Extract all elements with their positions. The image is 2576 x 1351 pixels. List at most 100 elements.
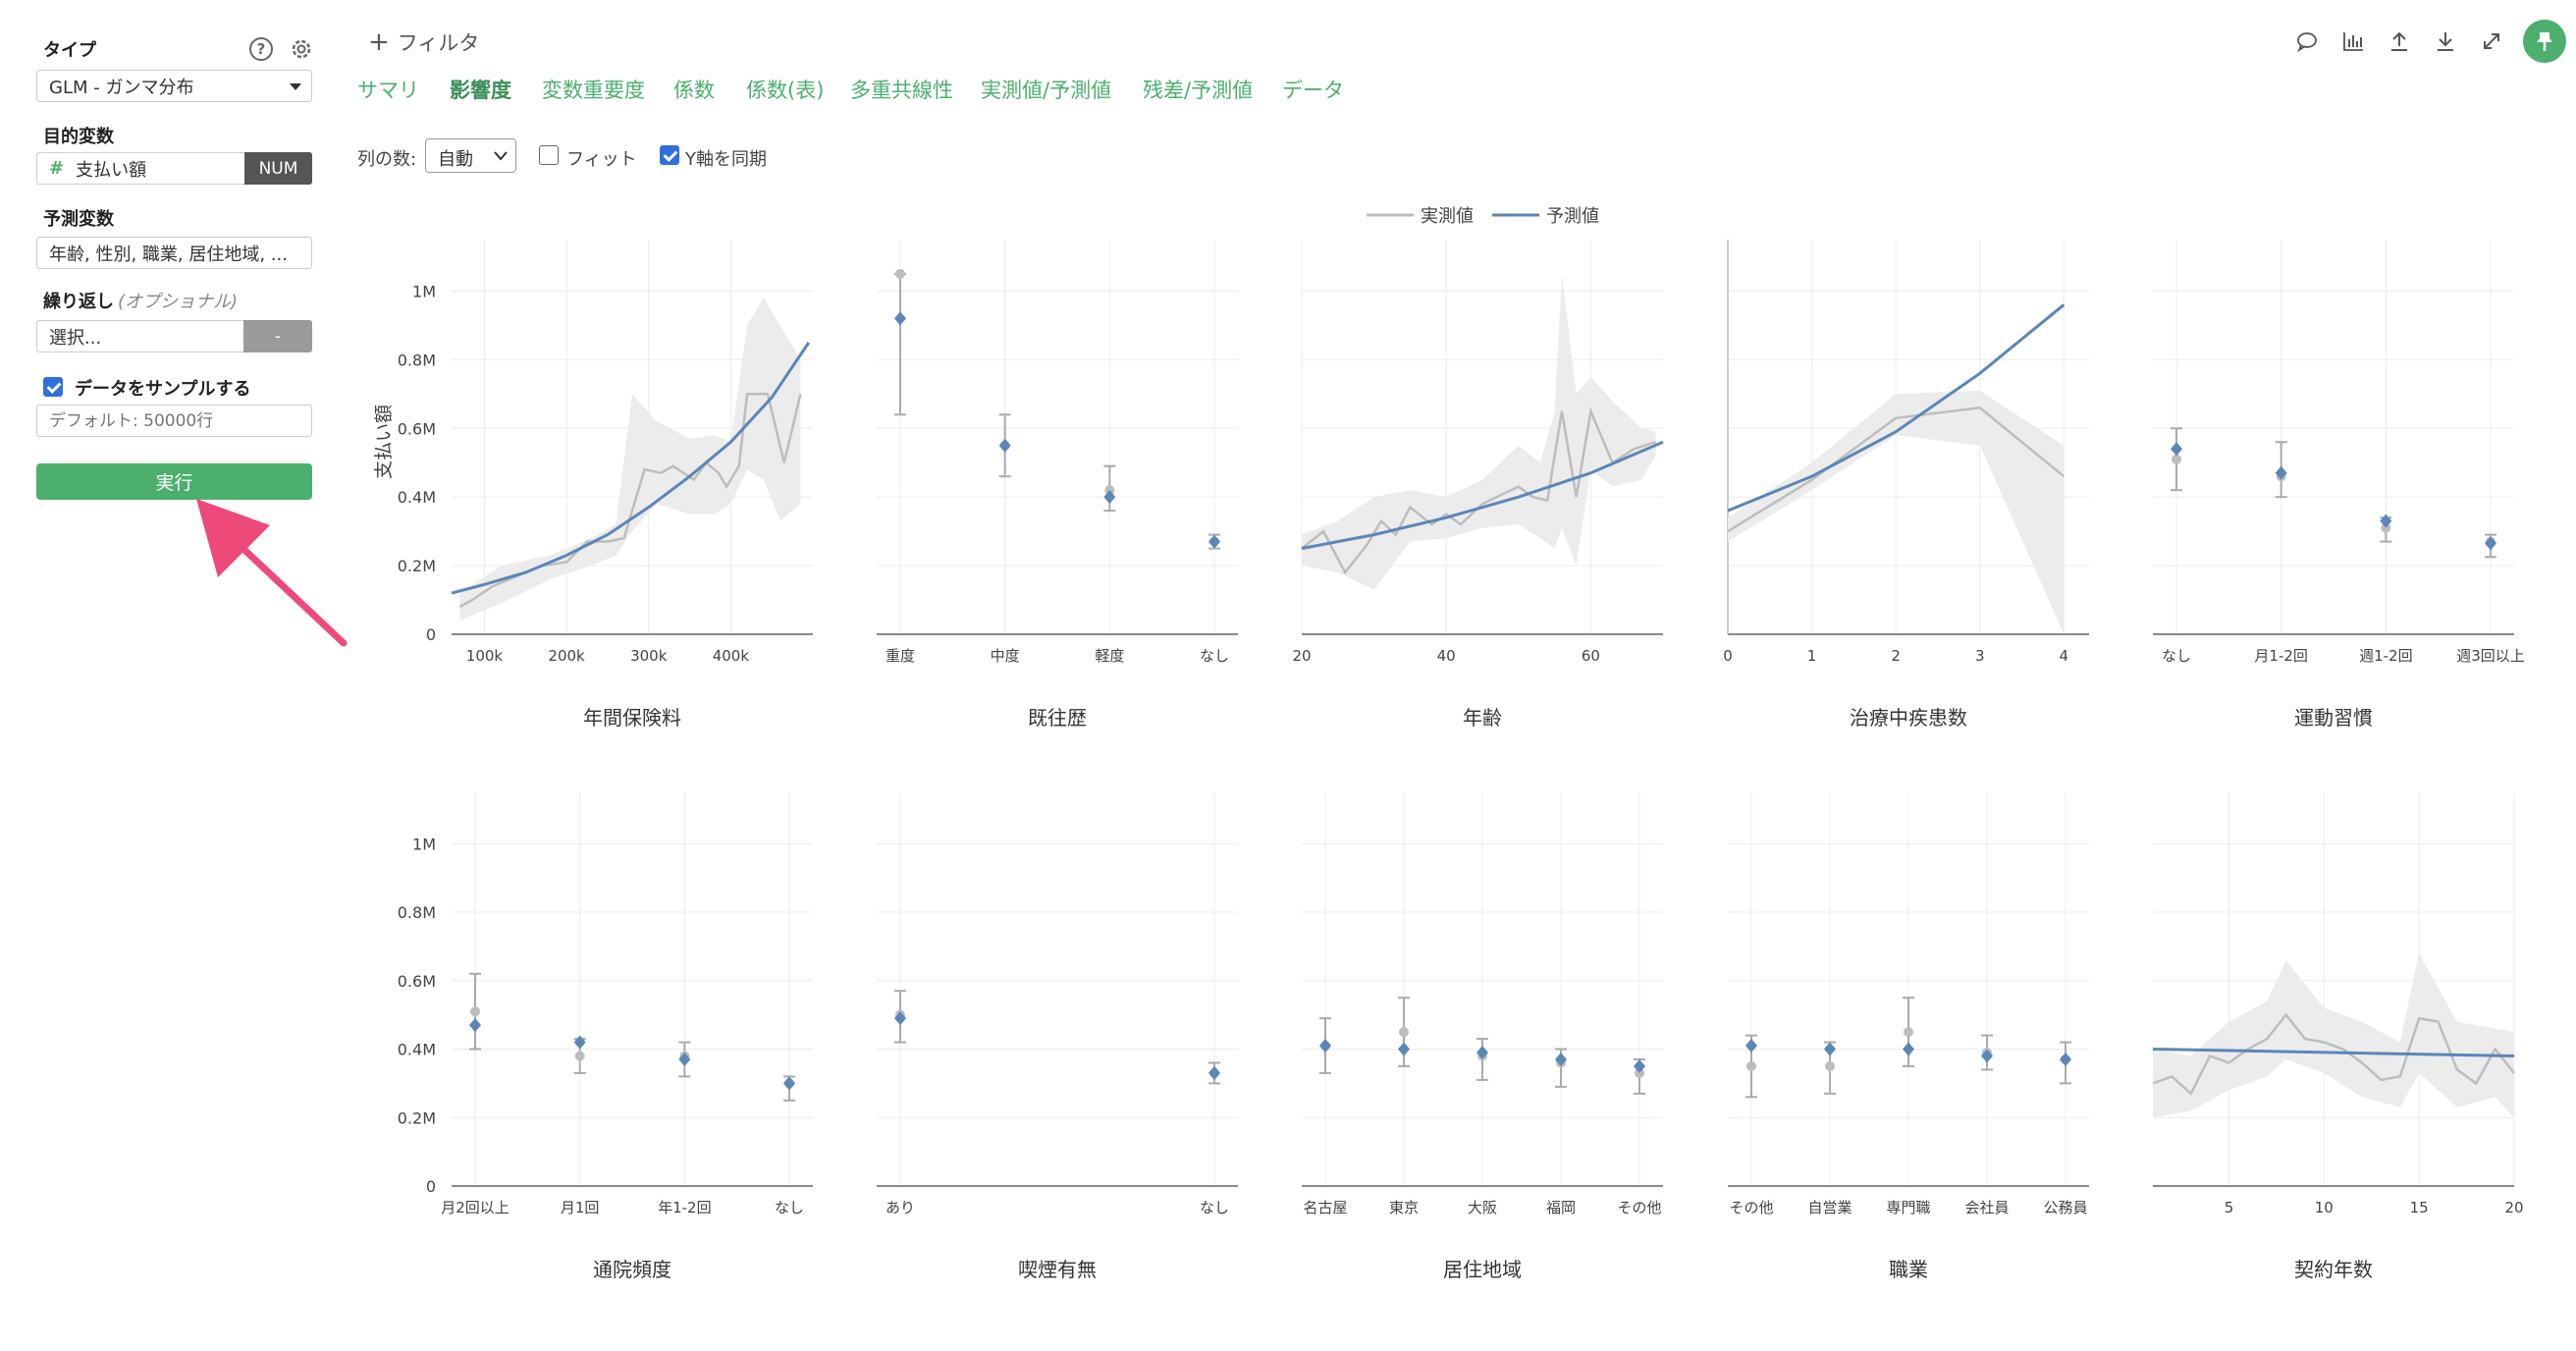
- tab-7[interactable]: 残差/予測値: [1143, 79, 1254, 102]
- x-tick-8-4: 公務員: [2043, 1199, 2087, 1216]
- pred-line-3: [1727, 303, 2066, 513]
- x-tick-3-4: 4: [2060, 647, 2069, 665]
- hash-icon: #: [49, 158, 65, 179]
- x-tick-0-1: 200k: [548, 647, 585, 665]
- help-icon[interactable]: ?: [249, 37, 273, 61]
- x-tick-0-2: 300k: [630, 647, 668, 665]
- fit-checkbox[interactable]: [539, 145, 559, 165]
- repeat-label: 繰り返し (オプショナル): [43, 288, 238, 313]
- y-axis-label: 支払い額: [373, 405, 395, 479]
- panel-title-1: 既往歴: [1028, 706, 1087, 730]
- tab-1[interactable]: 影響度: [450, 79, 511, 102]
- pred-point-6-1: [1208, 1065, 1220, 1080]
- target-variable-value: 支払い額: [76, 159, 147, 181]
- target-variable-field[interactable]: # 支払い額 NUM: [36, 152, 312, 185]
- upload-icon[interactable]: [2386, 27, 2413, 55]
- type-label: タイプ: [43, 40, 96, 61]
- y-tick-0-0: 0: [426, 625, 436, 644]
- pred-point-5-3: [783, 1076, 795, 1091]
- x-tick-5-0: 月2回以上: [441, 1199, 510, 1216]
- pred-point-8-2: [1903, 1042, 1914, 1056]
- download-icon[interactable]: [2432, 27, 2459, 55]
- tab-0[interactable]: サマリ: [357, 79, 419, 102]
- main-panel: + フィルタ サマリ 影響度 変数重要度 係数 係数(表) 多重共線性 実測値/予測値 残差/予…: [334, 0, 2576, 1351]
- tab-5[interactable]: 多重共線性: [850, 79, 953, 102]
- expand-icon[interactable]: [2478, 27, 2505, 55]
- pred-point-8-0: [1745, 1039, 1757, 1054]
- predictor-value: 年齢, 性別, 職業, 居住地域, ...: [49, 243, 288, 265]
- x-tick-9-0: 5: [2225, 1199, 2234, 1216]
- actual-point-5-0: [470, 1006, 480, 1017]
- y-tick-0-5: 1M: [412, 282, 436, 300]
- panel-title-9: 契約年数: [2294, 1258, 2373, 1281]
- pred-point-1-0: [894, 311, 906, 326]
- run-button[interactable]: 実行: [36, 463, 312, 500]
- pred-point-7-2: [1476, 1046, 1488, 1060]
- cols-select[interactable]: 自動: [425, 138, 516, 173]
- x-tick-0-3: 400k: [713, 647, 750, 665]
- fit-label: フィット: [566, 149, 637, 170]
- pred-point-8-3: [1981, 1049, 1993, 1063]
- plus-icon: +: [368, 27, 390, 57]
- x-tick-6-1: なし: [1200, 1199, 1229, 1216]
- x-tick-3-3: 3: [1975, 647, 1985, 665]
- pred-point-5-2: [678, 1052, 691, 1066]
- tab-4[interactable]: 係数(表): [746, 79, 825, 102]
- x-tick-2-2: 60: [1582, 647, 1600, 665]
- actual-point-7-1: [1399, 1027, 1409, 1038]
- panel-title-6: 喫煙有無: [1018, 1258, 1097, 1281]
- sidebar: タイプ ? GLM - ガンマ分布 目的変数 # 支払い額 NUM 予測変数 年…: [0, 0, 348, 1351]
- model-type-select[interactable]: GLM - ガンマ分布: [36, 70, 312, 102]
- y-tick-5-5: 1M: [412, 835, 436, 853]
- pin-icon[interactable]: [2523, 20, 2566, 63]
- chevron-down-icon: [494, 151, 508, 161]
- x-tick-1-0: 重度: [886, 647, 915, 665]
- comment-icon[interactable]: [2293, 27, 2321, 55]
- sample-size-input[interactable]: [36, 405, 312, 437]
- panel-title-2: 年齢: [1463, 706, 1502, 730]
- x-tick-7-4: その他: [1617, 1199, 1661, 1216]
- actual-line-2: [1301, 406, 1657, 575]
- y-tick-5-1: 0.2M: [398, 1108, 436, 1127]
- x-tick-8-3: 会社員: [1964, 1199, 2009, 1216]
- y-tick-5-3: 0.6M: [398, 972, 436, 991]
- x-tick-3-1: 1: [1807, 647, 1817, 665]
- x-tick-9-2: 15: [2410, 1199, 2429, 1216]
- sample-label: データをサンプルする: [75, 379, 251, 400]
- x-tick-3-2: 2: [1891, 647, 1901, 665]
- tab-3[interactable]: 係数: [673, 79, 715, 102]
- tab-8[interactable]: データ: [1282, 79, 1344, 102]
- y-tick-5-4: 0.8M: [398, 903, 436, 922]
- actual-line-3: [1727, 405, 2066, 533]
- actual-point-1-0: [895, 268, 905, 279]
- x-tick-4-1: 月1-2回: [2254, 647, 2308, 665]
- predictor-field[interactable]: 年齢, 性別, 職業, 居住地域, ...: [36, 237, 312, 269]
- pred-point-8-4: [2060, 1052, 2071, 1066]
- tab-2[interactable]: 変数重要度: [542, 79, 645, 102]
- add-filter-button[interactable]: + フィルタ: [368, 27, 479, 57]
- gear-icon[interactable]: [289, 36, 314, 62]
- x-tick-5-3: なし: [775, 1199, 804, 1216]
- pred-line-9: [2152, 1048, 2515, 1057]
- confidence-band-2: [1302, 273, 1656, 590]
- y-tick-0-3: 0.6M: [398, 419, 436, 438]
- x-tick-9-3: 20: [2504, 1199, 2523, 1216]
- y-tick-0-2: 0.4M: [398, 488, 436, 507]
- y-tick-5-0: 0: [426, 1177, 436, 1196]
- repeat-clear-button[interactable]: -: [243, 320, 312, 352]
- repeat-select[interactable]: 選択... -: [36, 320, 312, 352]
- pred-point-4-1: [2275, 465, 2287, 480]
- x-tick-8-0: その他: [1729, 1199, 1773, 1216]
- cols-value: 自動: [438, 149, 473, 170]
- pred-line-2: [1301, 440, 1664, 551]
- panel-title-8: 職業: [1889, 1258, 1928, 1281]
- panel-title-7: 居住地域: [1443, 1258, 1522, 1281]
- sample-checkbox[interactable]: [43, 377, 63, 397]
- annotation-arrow: [196, 499, 348, 647]
- pred-point-1-2: [1103, 490, 1116, 505]
- tab-6[interactable]: 実測値/予測値: [981, 79, 1112, 102]
- chart-icon[interactable]: [2339, 27, 2367, 55]
- x-tick-3-0: 0: [1723, 647, 1733, 665]
- sync-y-checkbox[interactable]: [660, 145, 679, 165]
- pred-line-0: [451, 342, 811, 595]
